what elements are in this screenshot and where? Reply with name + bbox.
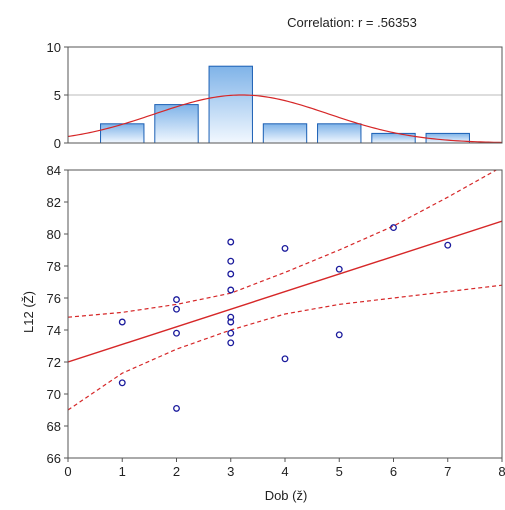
y-tick-label: 70 xyxy=(47,387,61,402)
regression-line xyxy=(68,220,502,363)
histogram-bar-2 xyxy=(154,104,199,144)
scatter-point xyxy=(281,355,289,363)
histogram-y-tick-label: 10 xyxy=(47,40,61,55)
y-tick-label: 66 xyxy=(47,451,61,466)
scatter-point xyxy=(335,331,343,339)
scatter-point xyxy=(227,329,235,337)
x-tick-label: 1 xyxy=(119,464,126,479)
x-tick-label: 7 xyxy=(444,464,451,479)
scatter-point xyxy=(335,265,343,273)
scatter-point xyxy=(227,286,235,294)
scatter-point xyxy=(227,339,235,347)
scatter-y-ticks: 66 68 70 72 74 76 78 80 82 84 xyxy=(47,163,68,466)
y-tick-label: 84 xyxy=(47,163,61,178)
x-tick-label: 3 xyxy=(227,464,234,479)
scatter-points xyxy=(118,224,452,412)
y-tick-label: 78 xyxy=(47,259,61,274)
histogram-bar-6 xyxy=(371,132,416,144)
scatter-point xyxy=(227,270,235,278)
histogram-y-tick-label: 0 xyxy=(54,136,61,151)
y-axis-label: L12 (Ž) xyxy=(21,291,36,333)
x-tick-label: 2 xyxy=(173,464,180,479)
histogram-y-ticks: 0 5 10 xyxy=(47,40,68,151)
y-tick-label: 72 xyxy=(47,355,61,370)
x-tick-label: 8 xyxy=(498,464,505,479)
scatter-point xyxy=(227,238,235,246)
chart-title: Correlation: r = .56353 xyxy=(287,15,417,30)
scatter-point xyxy=(281,244,289,252)
scatter-point xyxy=(118,379,126,387)
y-tick-label: 76 xyxy=(47,291,61,306)
confidence-band xyxy=(68,170,502,411)
histogram-y-tick-label: 5 xyxy=(54,88,61,103)
scatter-point xyxy=(227,313,235,321)
confidence-band-lower xyxy=(68,284,502,411)
scatter-point xyxy=(173,329,180,337)
histogram-bar-4 xyxy=(262,123,308,144)
histogram-bar-1 xyxy=(100,123,145,144)
scatter-point xyxy=(444,241,452,249)
scatter-point xyxy=(227,318,235,326)
scatter-x-ticks: 0 1 2 3 4 5 6 7 8 xyxy=(64,458,505,479)
scatter-point xyxy=(118,318,126,326)
normal-curve xyxy=(67,94,503,144)
x-tick-label: 4 xyxy=(281,464,288,479)
scatter-point xyxy=(227,257,235,265)
y-tick-label: 82 xyxy=(47,195,61,210)
histogram-bar-5 xyxy=(317,123,362,144)
histogram-bar-3 xyxy=(208,65,253,144)
scatter-point xyxy=(173,404,180,412)
x-tick-label: 0 xyxy=(64,464,71,479)
x-axis-label: Dob (ž) xyxy=(265,488,308,503)
scatter-point xyxy=(173,305,180,313)
y-tick-label: 80 xyxy=(47,227,61,242)
x-tick-label: 6 xyxy=(390,464,397,479)
y-tick-label: 68 xyxy=(47,419,61,434)
confidence-band-upper xyxy=(68,170,498,318)
scatter-point xyxy=(390,224,397,232)
scatter-point xyxy=(173,296,180,304)
x-tick-label: 5 xyxy=(336,464,343,479)
y-tick-label: 74 xyxy=(47,323,61,338)
